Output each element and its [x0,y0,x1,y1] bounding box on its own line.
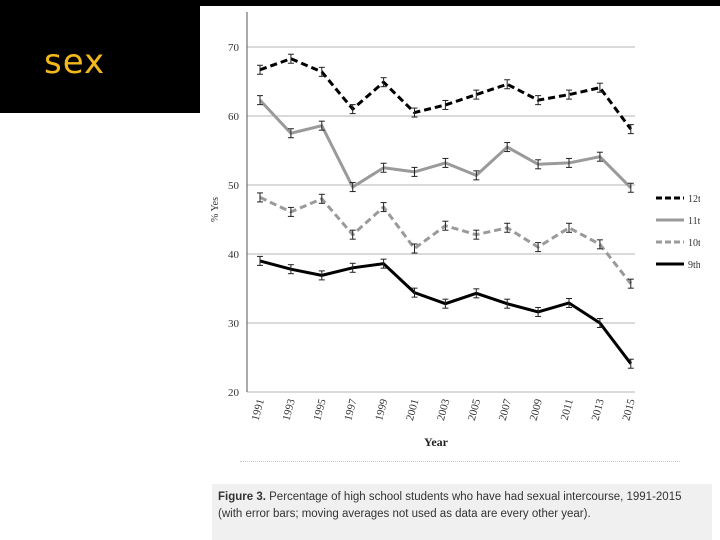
title-block: sex [0,0,200,113]
series-line [259,259,632,365]
x-tick-label: 1995 [311,397,328,422]
series-line [259,196,632,285]
x-axis-label: Year [424,435,449,449]
y-tick-label: 40 [228,249,240,261]
top-strip [200,0,720,6]
y-axis-label: % Yes [210,197,221,222]
x-tick-label: 2011 [559,398,576,422]
caption-text: Percentage of high school students who h… [218,491,682,520]
x-tick-label: 2005 [466,397,483,422]
legend-label: 9th [688,260,700,271]
slide-title: sex [44,42,106,82]
grid-layer [247,46,635,393]
series-layer [257,53,634,369]
y-tick-label: 60 [228,111,240,123]
legend-label: 11th [688,216,700,227]
legend-label: 12th [688,194,700,205]
chart: 20 30 40 50 60 70 % Yes 1991 1993 1995 1997 1999 200… [210,12,700,449]
y-tick-label: 30 [228,318,240,330]
x-tick-label: 2015 [620,397,637,422]
x-tick-label: 2009 [528,397,545,422]
series-line [258,99,632,189]
axis-layer: 20 30 40 50 60 70 % Yes 1991 1993 1995 1997 1999 200… [210,12,638,449]
separator-line [240,461,680,465]
x-tick-label: 1993 [281,397,298,422]
x-tick-label: 2007 [497,397,514,422]
caption-label: Figure 3. [218,491,266,503]
x-tick-label: 2013 [590,397,607,422]
figure-caption: Figure 3. Percentage of high school stud… [212,484,712,540]
x-tick-label: 1991 [250,398,267,422]
x-tick-label: 2001 [404,398,421,422]
legend: 12th 11th 10th 9th [656,194,700,271]
legend-label: 10th [688,238,700,249]
x-tick-label: 1999 [373,397,390,422]
y-tick-label: 20 [228,387,240,399]
x-tick-label: 2003 [435,397,452,422]
y-tick-label: 70 [228,42,240,54]
y-tick-label: 50 [228,180,240,192]
series-line [259,57,633,131]
x-tick-label: 1997 [342,397,359,422]
